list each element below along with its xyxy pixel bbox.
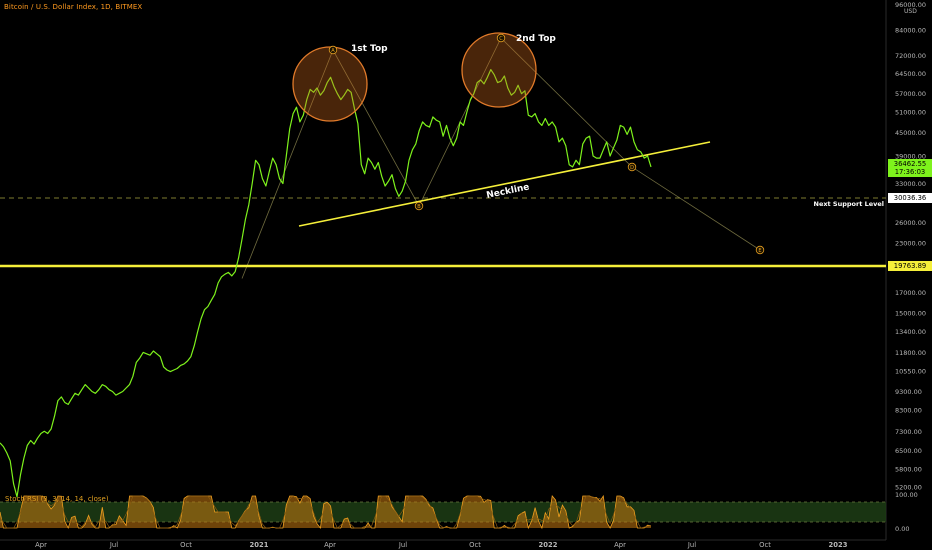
point-label-e: E [758,248,761,254]
osc-tick-100: 100.00 [895,491,918,499]
y-tick-label: 5800.00 [895,466,922,474]
x-tick-label: Oct [759,541,771,549]
oscillator-label: Stoch RSI (3, 3, 14, 14, close) [5,495,109,503]
oscillator-fill [0,496,651,528]
neckline [298,141,711,227]
second-top-label: 2nd Top [516,34,556,44]
point-label-c: C [499,36,503,42]
y-tick-label: 33000.00 [895,180,926,188]
osc-tick-0: 0.00 [895,525,909,533]
y-tick-label: 72000.00 [895,52,926,60]
time-axis: Apr Jul Oct 2021 Apr Jul Oct 2022 Apr Jul Oct 2023 [35,541,848,549]
next-support-tag-bg [888,193,932,203]
grid-layer [0,0,887,541]
chart-title: Bitcoin / U.S. Dollar Index, 1D, BITMEX [4,3,143,11]
last-price-tag-text-0: 36462.55 [894,160,926,168]
next-support-tag-text-0: 30036.36 [894,194,926,202]
y-tick-label: 9300.00 [895,388,922,396]
y-tick-label: 17000.00 [895,289,926,297]
y-tick-label: 6500.00 [895,447,922,455]
oscillator-series [0,494,652,530]
price-line [0,69,652,498]
y-tick-label: 15000.00 [895,309,926,317]
y-tick-label: 26000.00 [895,219,926,227]
second-top-circle [461,32,537,108]
y-tick-label: 7300.00 [895,428,922,436]
major-support-tag-bg [888,261,932,271]
x-tick-label: 2023 [829,541,848,549]
y-tick-label: 23000.00 [895,239,926,247]
y-tick-label: 5200.00 [895,484,922,492]
y-tick-label: 8300.00 [895,407,922,415]
point-marker-c [496,33,506,43]
first-top-circle [292,46,368,122]
point-marker-d [627,162,637,172]
last-price-tag-bg [888,159,932,177]
x-tick-label: Jul [398,541,407,549]
x-tick-label: Jul [687,541,696,549]
next-support-label: Next Support Level [814,200,885,208]
y-tick-label: 57000.00 [895,90,926,98]
y-axis-top-label: 96000.00 [895,1,926,9]
point-label-b: B [417,204,421,210]
y-tick-label: 11800.00 [895,349,926,357]
x-tick-label: Oct [180,541,192,549]
x-tick-label: Apr [614,541,626,549]
oscillator-d-line [0,495,652,529]
x-tick-label: 2022 [539,541,558,549]
x-tick-label: Apr [35,541,47,549]
y-tick-label: 84000.00 [895,27,926,35]
price-axis: 84000.00 72000.00 64500.00 57000.00 51000.00… [888,1,932,533]
point-label-d: D [630,165,634,171]
x-tick-label: 2021 [250,541,269,549]
major-support-tag-text-0: 19763.89 [894,262,926,270]
annotations: 1st Top 2nd Top A B C D E [292,32,765,255]
point-marker-a [328,45,338,55]
price-series [0,69,652,498]
last-price-tag-text-1: 17:36:03 [895,168,926,176]
y-axis-unit: USD [904,8,917,15]
y-tick-label: 10550.00 [895,367,926,375]
first-top-label: 1st Top [351,44,388,54]
x-tick-label: Jul [109,541,118,549]
y-tick-label: 39000.00 [895,153,926,161]
point-marker-e [755,245,765,255]
point-marker-b [414,201,424,211]
oscillator-k-line [0,494,652,530]
x-tick-label: Apr [324,541,336,549]
x-tick-label: Oct [469,541,481,549]
point-label-a: A [331,48,335,54]
y-tick-label: 45000.00 [895,129,926,137]
y-tick-label: 13400.00 [895,328,926,336]
y-tick-label: 51000.00 [895,108,926,116]
y-tick-label: 64500.00 [895,70,926,78]
